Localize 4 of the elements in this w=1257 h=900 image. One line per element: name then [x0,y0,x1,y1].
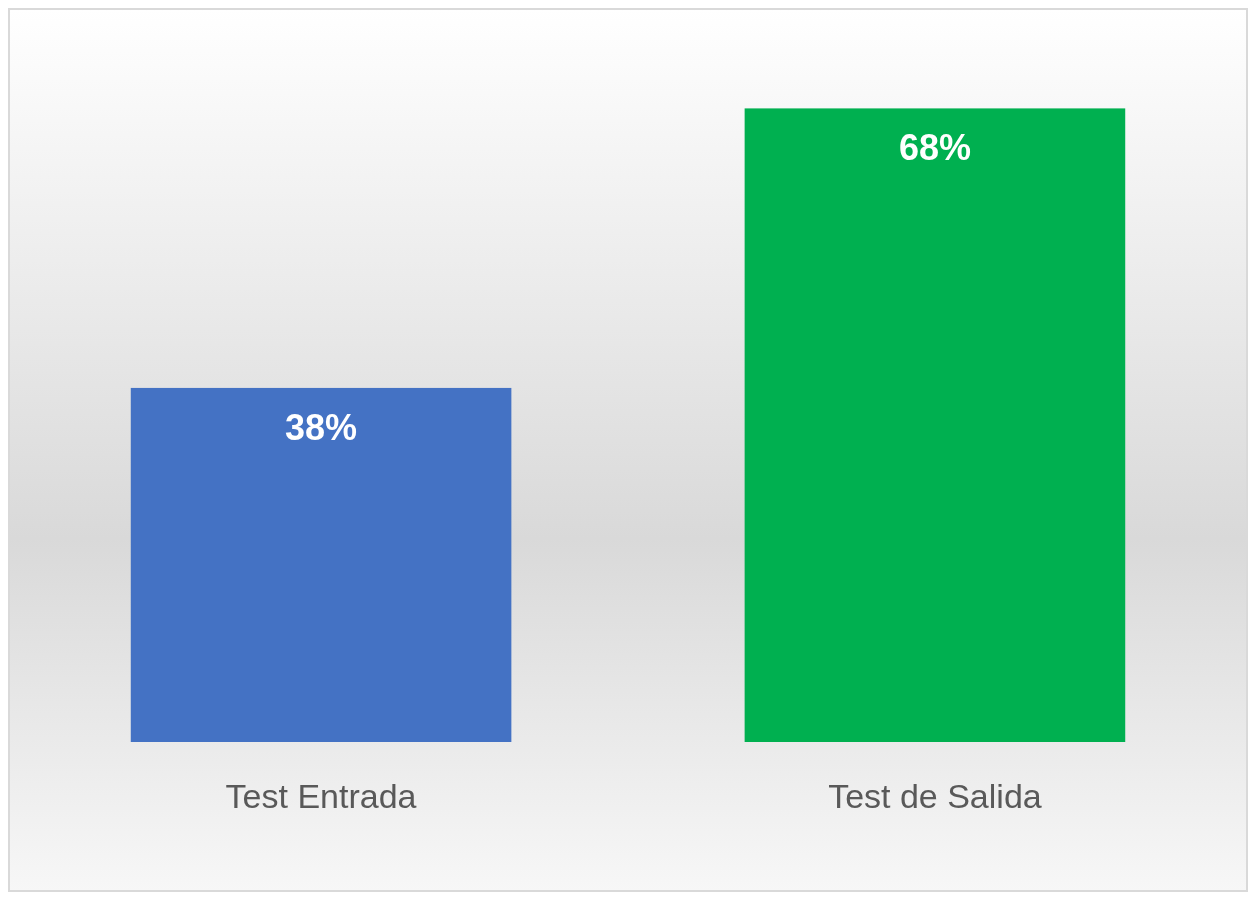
data-label: 38% [285,406,358,448]
data-label: 68% [898,127,971,169]
x-tick-label: Test de Salida [828,777,1042,815]
x-tick-label: Test Entrada [225,777,417,815]
